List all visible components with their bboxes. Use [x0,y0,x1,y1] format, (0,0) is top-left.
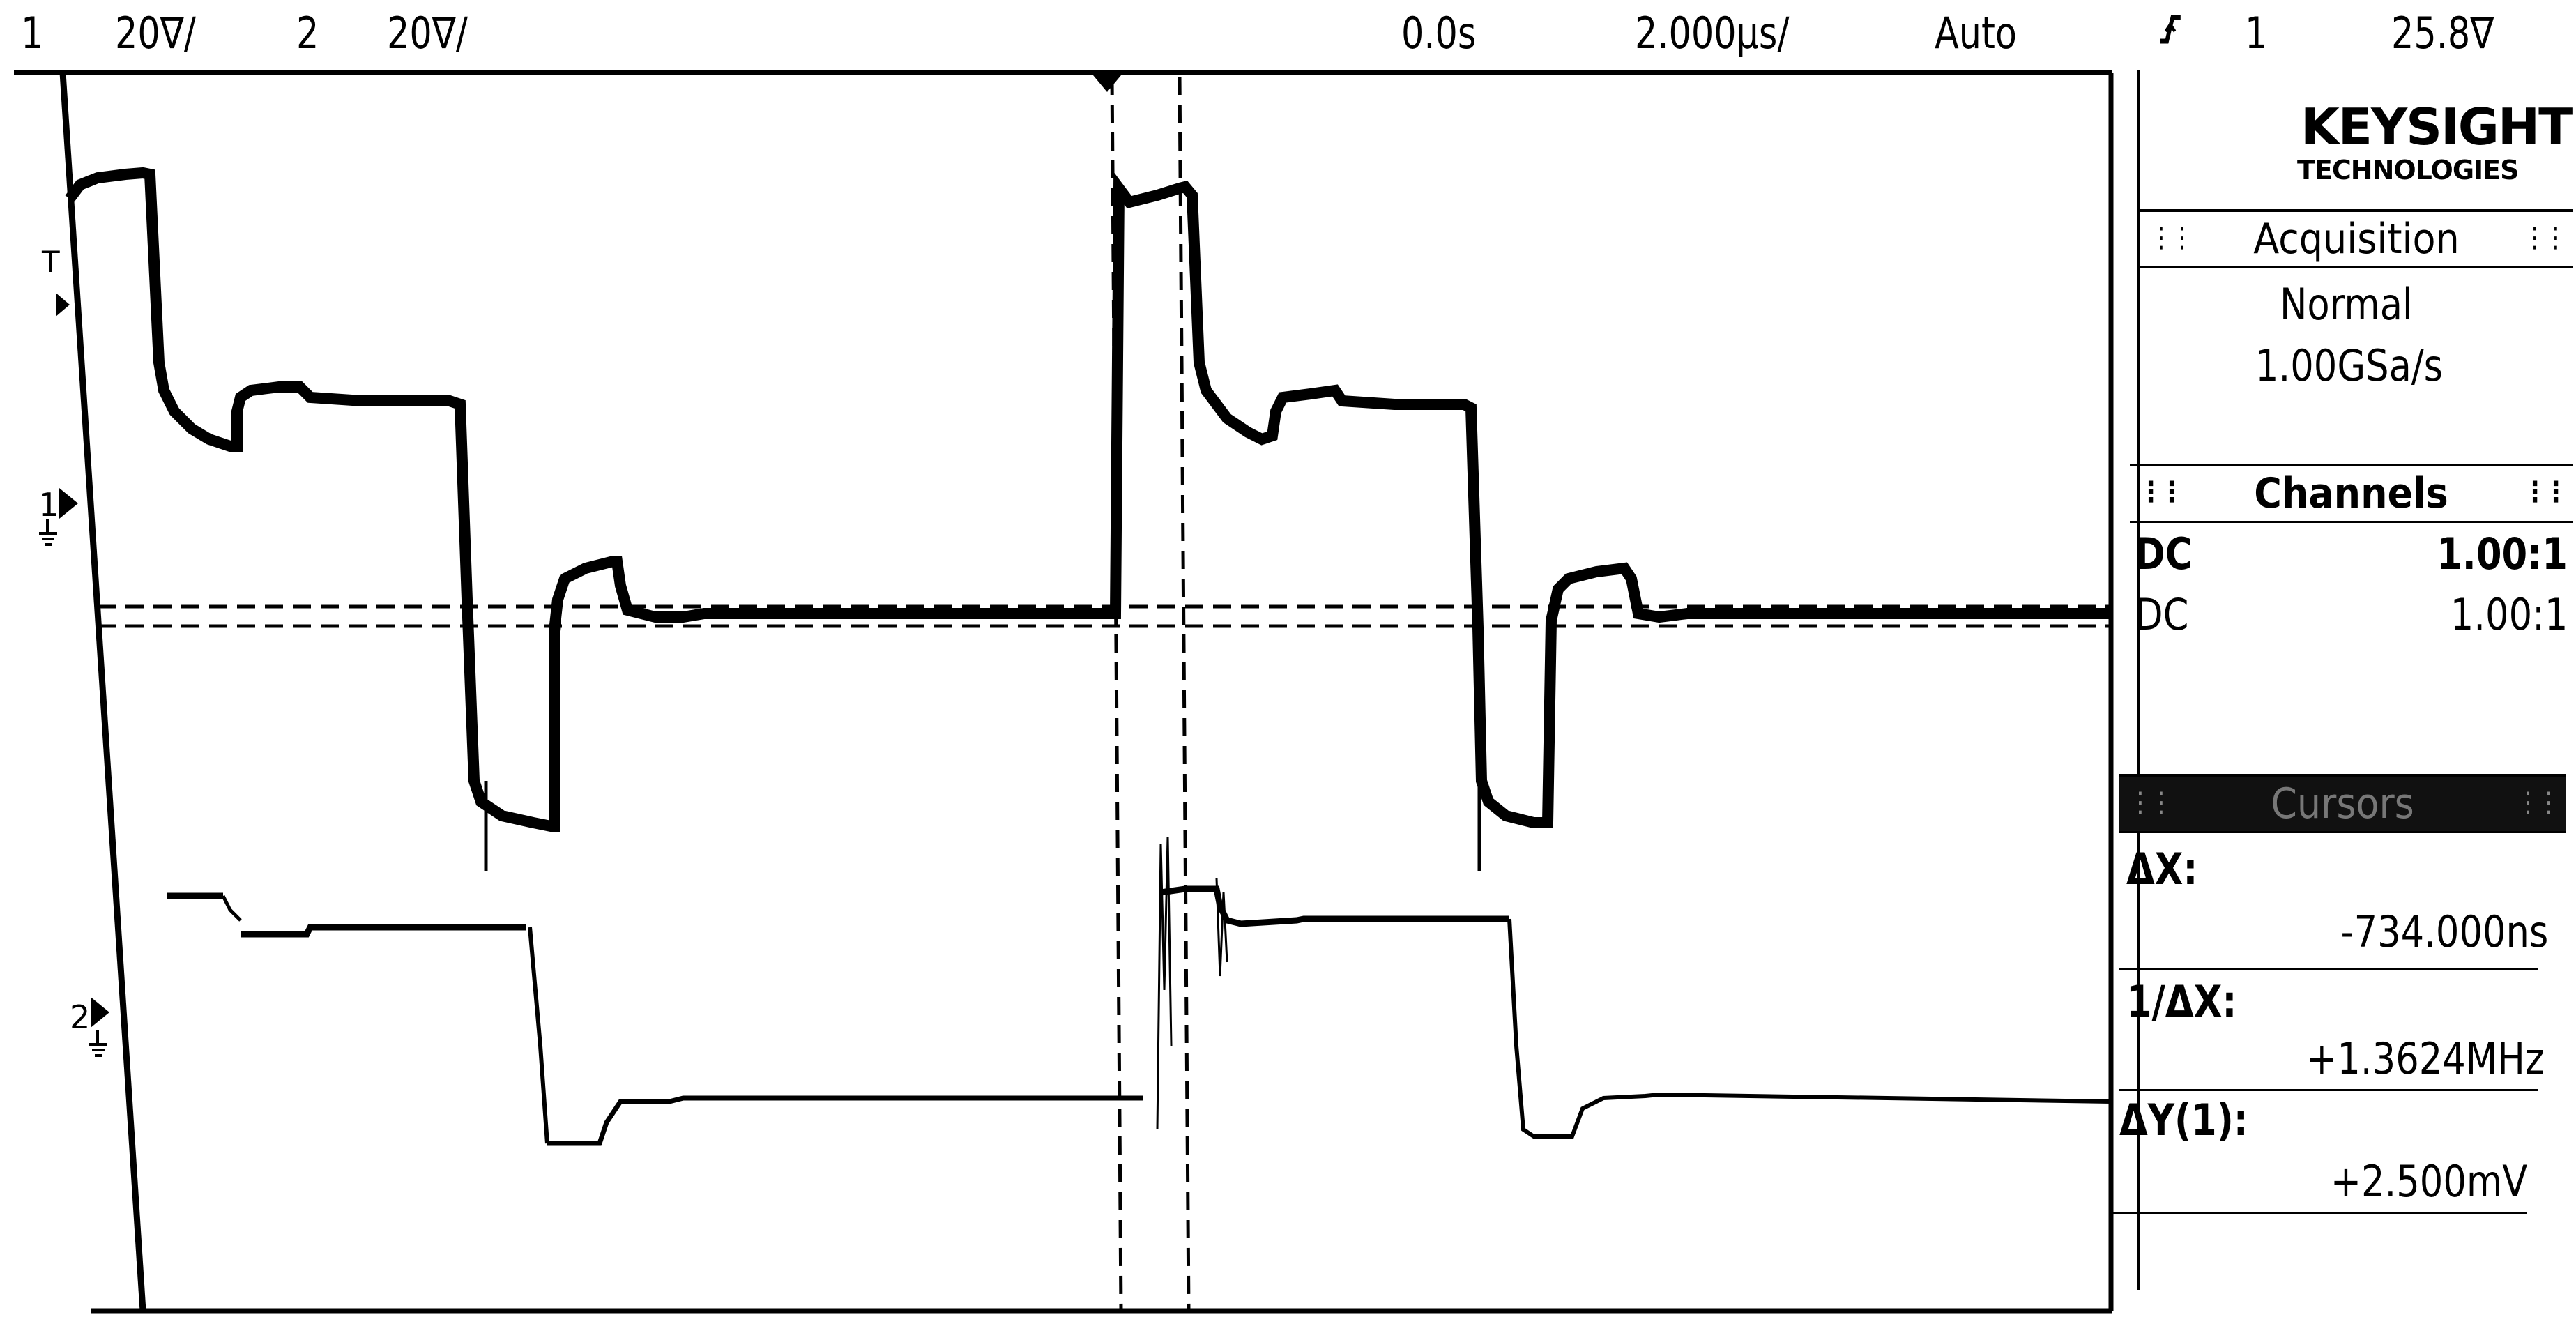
inv-delta-x-label: 1/ΔX: [2126,976,2237,1027]
rising-edge-trigger-icon [2158,10,2183,66]
ch2-scale[interactable]: 20∇/ [387,8,468,59]
ch1-coupling[interactable]: DC [2135,528,2193,579]
brand-name: KEYSIGHT [2301,98,2573,156]
delta-x-label: ΔX: [2126,844,2198,895]
trigger-source[interactable]: 1 [2245,8,2268,59]
channels-title: Channels [2254,469,2448,518]
ch1-scale[interactable]: 20∇/ [115,8,196,59]
svg-text:1: 1 [38,486,59,524]
svg-text:T: T [41,245,60,279]
grip-icon: ⋮⋮ [2128,786,2174,819]
ch2-trace [167,836,2112,1146]
channels-header[interactable]: ⋮⋮ Channels ⋮⋮ [2130,464,2573,523]
grip-icon: ⋮⋮ [2522,222,2568,254]
timebase[interactable]: 2.000µs/ [1635,8,1790,59]
delta-x-value[interactable]: -734.000ns [2340,906,2548,957]
trigger-position-marker[interactable] [1093,75,1121,92]
status-bar: 1 20∇/ 2 20∇/ 0.0s 2.000µs/ Auto 1 25.8∇ [0,0,2576,67]
acquisition-title: Acquisition [2253,215,2460,264]
time-offset[interactable]: 0.0s [1401,8,1477,59]
ch2-ground-marker[interactable]: 2 [70,997,109,1057]
acquisition-mode: Normal [2280,279,2413,330]
delta-y-label: ΔY(1): [2119,1095,2248,1145]
svg-text:2: 2 [70,998,90,1036]
acquisition-rate: 1.00GSa/s [2255,340,2444,391]
grip-icon: ⋮⋮ [2149,222,2195,254]
brand-sub: TECHNOLOGIES [2297,155,2519,185]
trigger-level[interactable]: 25.8∇ [2391,8,2494,59]
grip-icon: ⋮⋮ [2515,786,2561,819]
ch2-probe[interactable]: 1.00:1 [2450,589,2568,640]
horizontal-cursors[interactable] [98,604,2111,628]
trigger-level-marker[interactable]: T [41,245,70,317]
acquisition-header[interactable]: ⋮⋮ Acquisition ⋮⋮ [2140,209,2573,268]
grip-icon: ⋮⋮ [2522,476,2568,508]
ch2-label[interactable]: 2 [296,8,319,59]
cursor-x2 [1178,76,1191,1311]
inv-delta-x-value[interactable]: +1.3624MHz [2306,1033,2545,1084]
ch1-label[interactable]: 1 [21,8,44,59]
graticule-border [14,70,2114,1314]
ch1-ground-marker[interactable]: 1 [38,486,78,546]
ch1-trace [65,167,2111,871]
grip-icon: ⋮⋮ [2138,476,2184,508]
ch1-probe[interactable]: 1.00:1 [2437,528,2568,579]
trigger-mode[interactable]: Auto [1935,8,2018,59]
ch2-coupling[interactable]: DC [2135,589,2189,640]
waveform-display[interactable]: T 1 2 [0,67,2133,1317]
cursors-title: Cursors [2271,779,2414,828]
delta-y-value[interactable]: +2.500mV [2330,1156,2527,1207]
cursors-header[interactable]: ⋮⋮ Cursors ⋮⋮ [2119,774,2566,833]
side-panel: KEYSIGHT TECHNOLOGIES ⋮⋮ Acquisition ⋮⋮ … [2109,70,2576,1317]
